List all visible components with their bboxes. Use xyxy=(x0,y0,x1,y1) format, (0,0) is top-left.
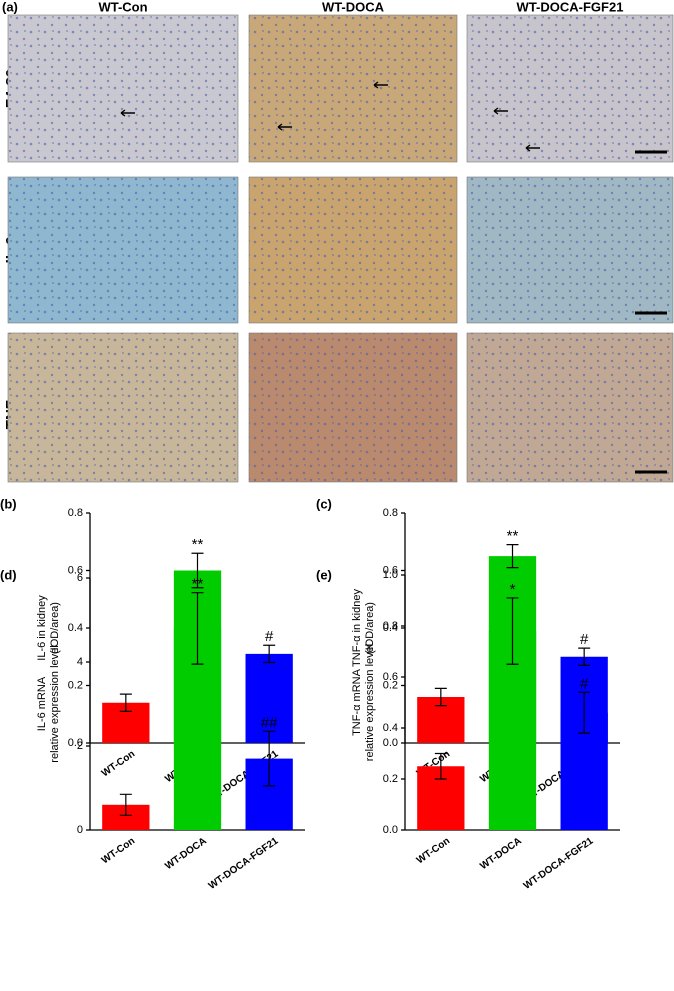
y-tick-label: 0.4 xyxy=(383,622,398,634)
cell-texture xyxy=(249,15,457,162)
y-tick-label: 0.0 xyxy=(383,737,398,749)
cell-texture xyxy=(467,15,673,162)
significance-mark: # xyxy=(580,631,589,648)
bar-chart: (b) IL-6 in kidney (IOD/area) 0.0 0.2 0.4 0.6 0… xyxy=(0,496,305,805)
column-title: WT-Con xyxy=(98,0,147,14)
y-axis-title: IL-6 in kidney xyxy=(36,595,48,661)
error-bar xyxy=(506,597,519,665)
error-bar xyxy=(434,687,447,707)
y-tick-label: 4 xyxy=(77,656,83,668)
arrow xyxy=(277,123,292,131)
cell-texture xyxy=(467,333,673,482)
bar xyxy=(245,653,293,743)
y-tick-label: 0 xyxy=(77,824,83,836)
y-tick-label: 0.0 xyxy=(383,824,398,836)
significance-mark: # xyxy=(265,628,274,645)
panel-label: (e) xyxy=(316,567,332,582)
error-bar xyxy=(191,552,204,589)
x-tick-label: WT-DOCA xyxy=(478,836,523,872)
significance-mark: # xyxy=(580,675,589,692)
column-title: WT-DOCA-FGF21 xyxy=(517,0,624,14)
y-tick-label: 0.2 xyxy=(68,679,83,691)
y-axis-title: relative expression level xyxy=(364,644,376,761)
panel-label: (d) xyxy=(0,567,17,582)
error-bar xyxy=(119,793,132,816)
y-tick-label: 0.6 xyxy=(68,564,83,576)
y-axis-title: (IOD/area) xyxy=(49,602,61,654)
y-tick-label: 0.2 xyxy=(383,773,398,785)
column-title: WT-DOCA xyxy=(322,0,385,14)
y-axis-title: relative expression level xyxy=(49,645,61,762)
y-tick-label: 1.0 xyxy=(383,569,398,581)
arrow xyxy=(120,109,135,117)
x-tick-label: WT-DOCA xyxy=(163,836,208,872)
y-tick-label: 0.8 xyxy=(383,620,398,632)
error-bar xyxy=(191,592,204,665)
cell-texture xyxy=(8,333,238,482)
y-tick-label: 0.4 xyxy=(68,622,83,634)
significance-mark: ** xyxy=(192,576,204,593)
y-tick-label: 0.2 xyxy=(383,679,398,691)
error-bar xyxy=(119,693,132,712)
panel-label: (c) xyxy=(316,496,332,511)
y-tick-label: 0.8 xyxy=(68,507,83,519)
cell-texture xyxy=(8,177,238,323)
panel-label: (a) xyxy=(2,0,18,14)
error-bar xyxy=(263,644,276,664)
error-bar xyxy=(578,647,591,666)
x-tick-label: WT-Con xyxy=(100,836,137,867)
y-tick-label: 2 xyxy=(77,740,83,752)
y-axis-title: TNF-α in kidney xyxy=(351,589,363,667)
arrow xyxy=(525,144,540,152)
y-axis-title: IL-6 mRNA xyxy=(36,676,48,731)
error-bar xyxy=(434,752,447,780)
x-tick-label: WT-DOCA-FGF21 xyxy=(207,835,281,891)
panel-label: (b) xyxy=(0,496,17,511)
error-bar xyxy=(506,544,519,569)
y-tick-label: 6 xyxy=(77,572,83,584)
significance-mark: * xyxy=(510,581,516,598)
error-bar xyxy=(578,691,591,734)
y-tick-label: 0.6 xyxy=(383,564,398,576)
cell-texture xyxy=(249,333,457,482)
significance-mark: ** xyxy=(507,528,519,545)
x-tick-label: WT-DOCA-FGF21 xyxy=(522,835,596,891)
y-tick-label: 0.6 xyxy=(383,671,398,683)
y-tick-label: 0.0 xyxy=(68,737,83,749)
arrow xyxy=(493,107,508,115)
y-tick-label: 0.8 xyxy=(383,507,398,519)
x-tick-label: WT-Con xyxy=(415,836,452,867)
y-tick-label: 0.4 xyxy=(383,722,398,734)
significance-mark: ## xyxy=(261,714,278,731)
y-axis-title: (IOD/area) xyxy=(364,602,376,654)
cell-texture xyxy=(249,177,457,323)
significance-mark: ** xyxy=(192,536,204,553)
arrow xyxy=(373,81,388,89)
error-bar xyxy=(263,730,276,787)
cell-texture xyxy=(8,15,238,162)
y-axis-title: TNF-α mRNA xyxy=(351,668,363,736)
x-tick-label: WT-Con xyxy=(100,749,137,780)
bar-chart: (d) IL-6 mRNA relative expression level 0 2 4… xyxy=(0,567,305,892)
cell-texture xyxy=(467,177,673,323)
